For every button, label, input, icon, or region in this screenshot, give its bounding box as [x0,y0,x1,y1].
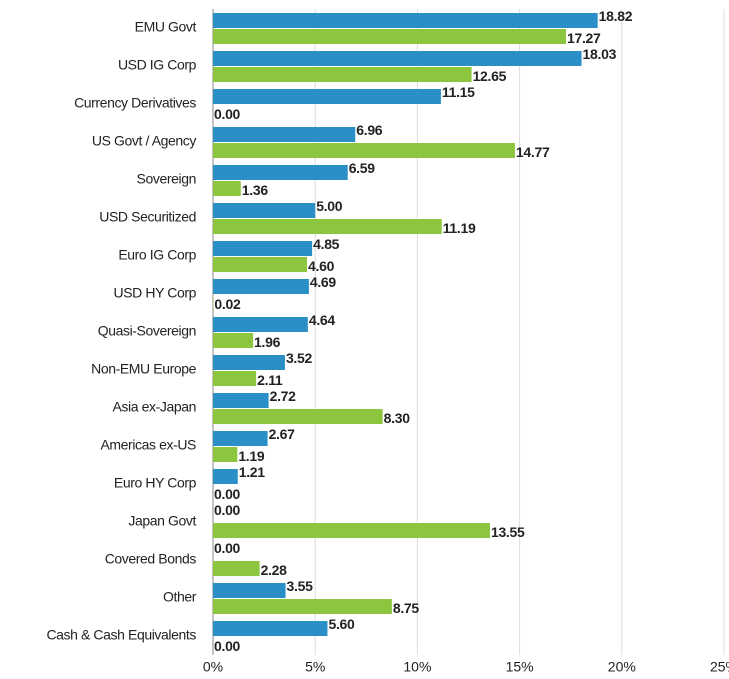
bar [213,13,598,28]
value-label: 0.00 [214,540,241,556]
bar [213,621,328,636]
bar [213,127,356,142]
value-label: 14.77 [516,144,550,160]
y-tick-label: Quasi-Sovereign [98,323,196,339]
bar [213,67,472,82]
value-label: 0.00 [214,486,241,502]
value-label: 5.60 [328,616,355,632]
value-label: 0.00 [214,502,241,518]
value-label: 3.55 [287,578,314,594]
bar [213,393,269,408]
x-tick-label: 5% [305,659,325,675]
value-label: 18.03 [583,46,617,62]
y-tick-label: Non-EMU Europe [91,361,197,377]
bar [213,371,257,386]
y-tick-label: Other [163,589,197,605]
value-label: 4.69 [310,274,337,290]
value-label: 5.00 [316,198,343,214]
x-tick-label: 15% [506,659,534,675]
value-label: 1.36 [242,182,269,198]
value-label: 17.27 [567,30,601,46]
value-label: 4.64 [309,312,336,328]
value-label: 1.19 [238,448,265,464]
x-tick-label: 10% [403,659,431,675]
value-label: 6.59 [349,160,376,176]
x-tick-label: 25% [710,659,729,675]
bar [213,89,441,104]
value-label: 4.85 [313,236,340,252]
value-label: 6.96 [356,122,383,138]
y-tick-label: US Govt / Agency [92,133,196,149]
y-tick-label: Euro HY Corp [114,475,197,491]
bar [213,599,392,614]
x-tick-label: 20% [608,659,636,675]
value-label: 4.60 [308,258,335,274]
bar [213,165,348,180]
bar [213,203,316,218]
bar [213,317,308,332]
bar [213,257,308,272]
value-label: 2.67 [269,426,296,442]
value-label: 2.72 [270,388,297,404]
value-label: 1.21 [239,464,266,480]
bar [213,523,490,538]
bar [213,583,286,598]
bar [213,241,313,256]
bar [213,143,515,158]
bar [213,409,383,424]
bar [213,29,566,44]
bar [213,333,254,348]
y-tick-label: Euro IG Corp [118,247,196,263]
y-tick-label: USD IG Corp [118,57,197,73]
value-label: 8.75 [393,600,420,616]
value-label: 0.00 [214,106,241,122]
bar [213,431,268,446]
bar [213,561,260,576]
value-label: 2.11 [257,372,283,388]
bar [213,447,238,462]
y-tick-label: Sovereign [137,171,196,187]
value-label: 8.30 [384,410,411,426]
bar [213,219,442,234]
y-tick-label: Currency Derivatives [74,95,196,111]
value-label: 0.02 [214,296,241,312]
bar [213,355,285,370]
value-label: 2.28 [261,562,288,578]
value-label: 1.96 [254,334,281,350]
y-tick-label: USD HY Corp [114,285,197,301]
value-label: 11.15 [442,84,475,100]
bar [213,51,582,66]
value-label: 18.82 [599,8,633,24]
y-tick-label: EMU Govt [135,19,197,35]
bar [213,279,309,294]
value-label: 3.52 [286,350,313,366]
value-label: 13.55 [491,524,525,540]
y-tick-label: Asia ex-Japan [112,399,196,415]
value-label: 0.00 [214,638,241,654]
y-tick-label: Japan Govt [128,513,196,529]
bar [213,469,238,484]
value-label: 12.65 [473,68,507,84]
y-tick-label: Covered Bonds [105,551,197,567]
bar [213,181,241,196]
value-label: 11.19 [443,220,476,236]
x-tick-label: 0% [203,659,223,675]
y-tick-label: USD Securitized [99,209,196,225]
y-tick-label: Cash & Cash Equivalents [46,627,196,643]
y-tick-label: Americas ex-US [100,437,196,453]
